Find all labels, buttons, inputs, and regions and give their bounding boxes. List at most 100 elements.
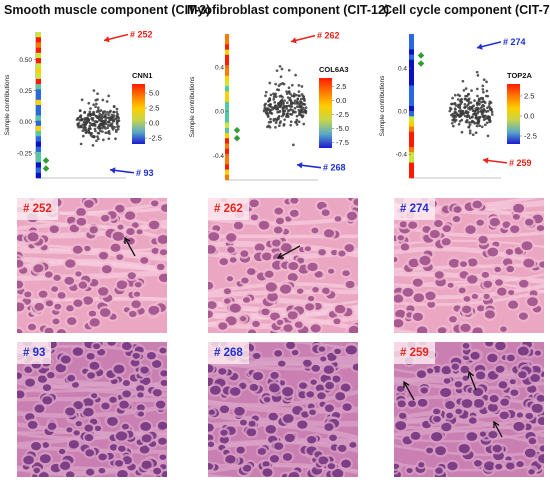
data-point: [96, 131, 100, 135]
cell-nucleus: [288, 471, 300, 477]
cell-nucleus: [462, 375, 469, 381]
cell-nucleus: [262, 461, 270, 467]
annotation-strip-segment: [225, 34, 229, 40]
cell-nucleus: [517, 346, 529, 356]
annotation-arrowhead: [493, 420, 500, 429]
data-point: [475, 116, 478, 120]
cell-nucleus: [301, 411, 310, 418]
data-point: [87, 118, 91, 121]
scatter-panel-cit3: 0.50 0.25 0.00 -0.25 Sample contributions # 2…: [0, 26, 175, 186]
annotation-strip-segment: [409, 111, 414, 117]
annotation-strip-segment: [225, 80, 229, 87]
cell-nucleus: [73, 299, 83, 307]
colorbar-gene-label: CNN1: [132, 71, 152, 80]
cell-nucleus: [33, 264, 44, 273]
annotation-arrowhead: [276, 252, 285, 259]
cell-nucleus: [531, 403, 543, 413]
data-point: [487, 105, 491, 108]
cell-nucleus: [349, 441, 357, 448]
cell-nucleus: [495, 342, 506, 351]
cell-nucleus: [334, 348, 342, 355]
data-point: [456, 113, 460, 117]
cell-nucleus: [516, 461, 524, 468]
cell-nucleus: [338, 250, 346, 257]
cell-nucleus: [107, 342, 116, 346]
cell-nucleus: [155, 400, 166, 409]
cell-nucleus: [472, 200, 482, 209]
data-point: [481, 88, 485, 91]
data-point: [279, 120, 282, 123]
cell-nucleus: [288, 262, 299, 271]
annotation-strip-segment: [409, 157, 414, 163]
data-point: [87, 101, 91, 105]
callout-arrowhead: [291, 37, 297, 44]
cell-nucleus: [282, 414, 294, 423]
cell-nucleus: [410, 431, 421, 440]
data-point: [96, 137, 100, 141]
annotation-strip-segment: [36, 42, 41, 48]
callout-arrowhead: [477, 43, 483, 50]
data-point: [272, 117, 276, 121]
data-point: [78, 109, 82, 112]
annotation-strip-segment: [409, 54, 414, 61]
cell-nucleus: [282, 453, 293, 461]
histology-image: [208, 342, 358, 477]
cell-nucleus: [42, 384, 52, 392]
cell-nucleus: [396, 385, 405, 392]
data-point: [470, 106, 474, 110]
cell-nucleus: [276, 319, 284, 325]
cell-nucleus: [394, 256, 398, 263]
cell-nucleus: [250, 214, 259, 221]
cell-nucleus: [109, 396, 117, 403]
data-point: [287, 68, 291, 72]
data-point: [480, 112, 484, 116]
cell-nucleus: [208, 463, 214, 470]
cell-nucleus: [473, 460, 482, 467]
data-point: [486, 117, 490, 120]
cell-nucleus: [498, 381, 508, 389]
cell-nucleus: [506, 265, 515, 273]
y-tick-label: 0.4: [398, 66, 407, 73]
data-point: [274, 82, 278, 86]
cell-nucleus: [477, 305, 485, 312]
data-point: [106, 116, 110, 120]
annotation-arrow: [403, 381, 415, 401]
cell-nucleus: [219, 435, 229, 444]
cell-nucleus: [84, 424, 94, 432]
cell-nucleus: [290, 198, 299, 204]
data-point: [454, 108, 457, 111]
cell-nucleus: [243, 297, 250, 303]
cell-nucleus: [321, 287, 330, 294]
cell-nucleus: [82, 296, 94, 305]
cell-nucleus: [400, 243, 410, 251]
histology-tile-252: # 252: [17, 198, 167, 333]
data-point: [301, 114, 305, 118]
cell-nucleus: [267, 292, 278, 302]
cell-nucleus: [397, 235, 404, 241]
data-point: [292, 92, 296, 96]
cell-nucleus: [441, 422, 452, 432]
cell-nucleus: [289, 209, 299, 217]
data-point: [472, 104, 475, 108]
y-tick-label: 0.25: [19, 88, 32, 95]
cell-nucleus: [475, 371, 486, 380]
annotation-strip-segment: [36, 131, 41, 137]
data-point: [102, 119, 105, 123]
cell-nucleus: [538, 454, 544, 464]
cell-nucleus: [17, 259, 24, 268]
cell-nucleus: [518, 312, 528, 320]
cell-nucleus: [146, 352, 156, 360]
colorbar-tick-label: 5.0: [149, 89, 159, 98]
annotation-strip-segment: [225, 153, 229, 160]
data-point: [81, 134, 85, 138]
colorbar-gene-label: TOP2A: [507, 71, 532, 80]
cell-nucleus: [307, 295, 315, 302]
data-point: [452, 117, 456, 121]
data-point: [98, 118, 101, 122]
data-point: [480, 109, 483, 112]
data-point: [287, 104, 291, 108]
data-point: [467, 114, 471, 118]
cell-nucleus: [500, 326, 507, 332]
cell-nucleus: [89, 318, 100, 327]
cell-nucleus: [297, 420, 308, 429]
